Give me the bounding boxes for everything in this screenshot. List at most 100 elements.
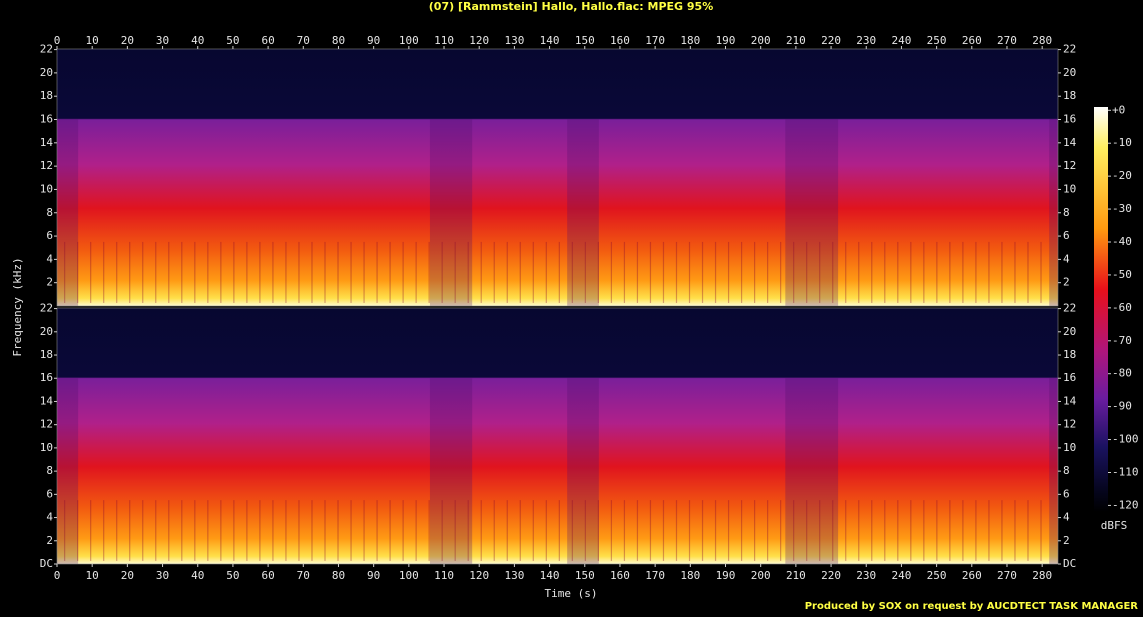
spectrogram-shade bbox=[429, 119, 473, 306]
spectrogram-streak bbox=[311, 500, 313, 561]
x-tick-label-top: 150 bbox=[575, 34, 595, 47]
spectrogram-streak bbox=[897, 500, 899, 561]
spectrogram-streak bbox=[623, 500, 626, 561]
spectrogram-streak bbox=[77, 500, 79, 561]
footer: Produced by SOX on request by AUCDTECT T… bbox=[805, 601, 1139, 612]
spectrogram-streak bbox=[103, 500, 105, 561]
spectrogram-streak bbox=[116, 500, 118, 561]
spectrogram-streak bbox=[558, 241, 560, 303]
spectrogram-shade bbox=[785, 119, 839, 306]
spectrogram-streak bbox=[688, 241, 691, 303]
y-tick-label: 12 bbox=[40, 418, 53, 431]
x-tick-label: 180 bbox=[680, 569, 700, 582]
spectrogram-streak bbox=[740, 500, 743, 561]
x-tick-label: 130 bbox=[504, 569, 524, 582]
y-tick-label-right: 14 bbox=[1063, 394, 1077, 407]
y-tick-label: 14 bbox=[40, 394, 54, 407]
y-tick-label-right: 20 bbox=[1063, 325, 1076, 338]
spectrogram-streak bbox=[910, 241, 912, 303]
colorbar-tick-label: -80 bbox=[1112, 367, 1132, 380]
spectrogram-streak bbox=[1040, 241, 1042, 303]
spectrogram-streak bbox=[402, 241, 404, 303]
spectrogram-streak bbox=[285, 241, 287, 303]
x-tick-label-top: 50 bbox=[226, 34, 239, 47]
spectrogram-streak bbox=[558, 500, 560, 561]
x-tick-label: 170 bbox=[645, 569, 665, 582]
colorbar-tick-label: +0 bbox=[1112, 103, 1125, 116]
y-tick-label: 4 bbox=[46, 511, 53, 524]
x-tick-label: 120 bbox=[469, 569, 489, 582]
spectrogram-streak bbox=[897, 241, 899, 303]
y-tick-label-right: 22 bbox=[1063, 43, 1076, 56]
x-tick-label: 200 bbox=[751, 569, 771, 582]
spectrogram-streak bbox=[858, 241, 860, 303]
x-tick-label-top: 20 bbox=[121, 34, 134, 47]
y-tick-label: 2 bbox=[46, 534, 53, 547]
y-tick-label: 16 bbox=[40, 371, 53, 384]
y-tick-label: 2 bbox=[46, 276, 53, 289]
x-tick-label-top: 220 bbox=[821, 34, 841, 47]
y-tick-label-right: 4 bbox=[1063, 511, 1070, 524]
spectrogram-streak bbox=[780, 241, 782, 303]
y-tick-label: 6 bbox=[46, 229, 53, 242]
spectrogram-streak bbox=[194, 500, 196, 561]
y-tick-label-right: 2 bbox=[1063, 534, 1070, 547]
spectrogram-streak bbox=[610, 241, 613, 303]
colorbar-label: dBFS bbox=[1101, 519, 1128, 532]
spectrogram-streak bbox=[1001, 241, 1003, 303]
y-tick-label: 8 bbox=[46, 206, 53, 219]
x-tick-label-top: 190 bbox=[716, 34, 736, 47]
x-tick-label-top: 110 bbox=[434, 34, 454, 47]
spectrogram-streak bbox=[493, 500, 495, 561]
spectrogram-streak bbox=[597, 500, 599, 561]
y-tick-label: 10 bbox=[40, 182, 53, 195]
spectrogram-shade bbox=[785, 378, 839, 564]
spectrogram-streak bbox=[1027, 241, 1029, 303]
spectrogram-streak bbox=[975, 500, 977, 561]
spectrogram-streak bbox=[389, 241, 391, 303]
spectrogram-streak bbox=[259, 241, 261, 303]
y-tick-label: 16 bbox=[40, 113, 53, 126]
y-tick-label: 4 bbox=[46, 252, 53, 265]
spectrogram-streak bbox=[194, 241, 196, 303]
y-tick-label-right: 6 bbox=[1063, 229, 1070, 242]
spectrogram-streak bbox=[975, 241, 977, 303]
spectrogram-streak bbox=[298, 500, 300, 561]
spectrogram-streak bbox=[246, 241, 248, 303]
x-tick-label-top: 90 bbox=[367, 34, 380, 47]
colorbar-tick-label: -40 bbox=[1112, 235, 1132, 248]
y-tick-label-right: 8 bbox=[1063, 206, 1070, 219]
spectrogram-streak bbox=[376, 241, 378, 303]
y-tick-label-right: 10 bbox=[1063, 441, 1076, 454]
x-tick-label-top: 100 bbox=[399, 34, 419, 47]
y-tick-label: 12 bbox=[40, 159, 53, 172]
spectrogram-streak bbox=[220, 500, 222, 561]
spectrogram-streak bbox=[389, 500, 391, 561]
spectrogram-streak bbox=[103, 241, 105, 303]
spectrogram-streak bbox=[519, 500, 521, 561]
y-tick-label-right: 10 bbox=[1063, 182, 1076, 195]
spectrogram-streak bbox=[988, 500, 990, 561]
spectrogram-streak bbox=[259, 500, 261, 561]
y-tick-label-right: 4 bbox=[1063, 252, 1070, 265]
spectrogram-shade bbox=[567, 378, 599, 564]
x-tick-label: 140 bbox=[540, 569, 560, 582]
spectrogram-streak bbox=[727, 500, 730, 561]
spectrogram-streak bbox=[1014, 241, 1016, 303]
y-tick-label-right: 18 bbox=[1063, 89, 1076, 102]
x-tick-label: 150 bbox=[575, 569, 595, 582]
spectrogram-streak bbox=[623, 241, 626, 303]
spectrogram-streak bbox=[415, 241, 417, 303]
colorbar-tick-label: -60 bbox=[1112, 301, 1132, 314]
spectrogram-streak bbox=[806, 241, 808, 303]
spectrogram-streak bbox=[806, 500, 808, 561]
spectrogram-streak bbox=[233, 241, 235, 303]
spectrogram-streak bbox=[220, 241, 222, 303]
spectrogram-streak bbox=[584, 241, 586, 303]
x-tick-label: 220 bbox=[821, 569, 841, 582]
x-tick-label-top: 40 bbox=[191, 34, 204, 47]
x-tick-label: 20 bbox=[121, 569, 134, 582]
spectrogram-streak bbox=[701, 500, 704, 561]
y-tick-label-right: 12 bbox=[1063, 159, 1076, 172]
spectrogram-streak bbox=[780, 500, 782, 561]
